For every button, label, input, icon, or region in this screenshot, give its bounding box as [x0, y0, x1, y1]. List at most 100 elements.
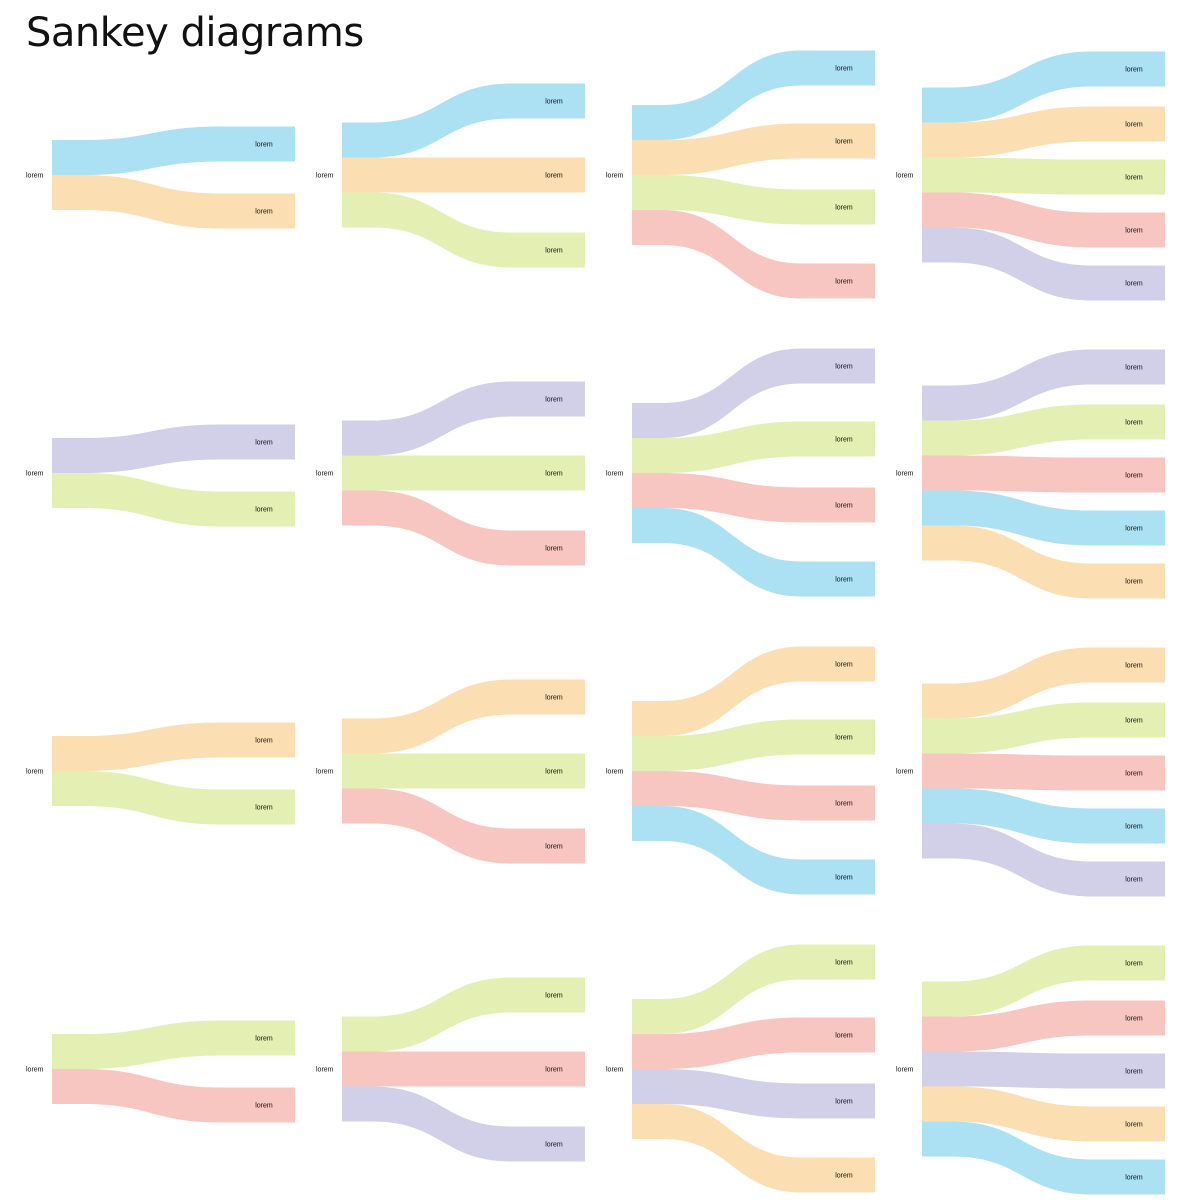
target-label: lorem — [545, 993, 563, 1000]
target-label: lorem — [255, 209, 273, 216]
sankey-flow-green — [922, 404, 1165, 456]
sankey-flow-green — [632, 175, 875, 225]
sankey-flow-red — [632, 210, 875, 299]
sankey-diagram: lorem lorem lorem — [26, 722, 295, 825]
sankey-flow-orange — [52, 175, 295, 229]
target-label: lorem — [835, 437, 853, 444]
source-label: lorem — [606, 1067, 624, 1074]
source-label: lorem — [26, 1067, 44, 1074]
sankey-flow-blue — [632, 806, 875, 895]
source-label: lorem — [316, 1067, 334, 1074]
target-label: lorem — [545, 471, 563, 478]
sankey-flow-green — [342, 977, 585, 1052]
page-title: Sankey diagrams — [26, 10, 364, 56]
target-label: lorem — [1125, 67, 1143, 74]
sankey-flow-blue — [632, 50, 875, 140]
source-label: lorem — [316, 471, 334, 478]
sankey-flow-green — [632, 944, 875, 1034]
source-label: lorem — [896, 173, 914, 180]
sankey-flow-red — [342, 788, 585, 864]
target-label: lorem — [545, 397, 563, 404]
sankey-flow-orange — [922, 106, 1165, 158]
sankey-flow-green — [632, 719, 875, 771]
sankey-flow-green — [342, 753, 585, 789]
target-label: lorem — [1125, 1175, 1143, 1182]
target-label: lorem — [1125, 961, 1143, 968]
source-label: lorem — [26, 471, 44, 478]
sankey-flow-orange — [342, 679, 585, 754]
sankey-flow-green — [52, 1020, 295, 1069]
sankey-diagram: lorem lorem lorem — [26, 126, 295, 229]
target-label: lorem — [545, 99, 563, 106]
sankey-flow-blue — [632, 508, 875, 597]
target-label: lorem — [835, 139, 853, 146]
target-label: lorem — [545, 173, 563, 180]
sankey-flow-blue — [922, 788, 1165, 844]
sankey-flow-purple — [632, 348, 875, 438]
sankey-flow-green — [342, 455, 585, 491]
target-label: lorem — [545, 844, 563, 851]
sankey-diagram: lorem lorem lorem lorem lorem — [606, 944, 875, 1193]
sankey-flow-orange — [632, 1104, 875, 1193]
sankey-diagram: lorem lorem lorem lorem — [316, 381, 585, 566]
target-label: lorem — [835, 66, 853, 73]
target-label: lorem — [1125, 579, 1143, 586]
sankey-flow-green — [922, 945, 1165, 1017]
target-label: lorem — [545, 546, 563, 553]
sankey-flow-purple — [922, 349, 1165, 421]
sankey-flow-red — [632, 473, 875, 523]
target-label: lorem — [835, 1099, 853, 1106]
sankey-diagram: lorem lorem lorem lorem lorem lorem — [896, 51, 1165, 301]
sankey-flow-green — [52, 473, 295, 527]
target-label: lorem — [835, 960, 853, 967]
target-label: lorem — [1125, 877, 1143, 884]
sankey-flow-purple — [342, 1086, 585, 1162]
sankey-diagram: lorem lorem lorem lorem lorem — [606, 646, 875, 895]
sankey-flow-red — [922, 753, 1165, 791]
source-label: lorem — [26, 769, 44, 776]
target-label: lorem — [1125, 122, 1143, 129]
sankey-flow-orange — [922, 647, 1165, 719]
target-label: lorem — [1125, 1016, 1143, 1023]
source-label: lorem — [606, 471, 624, 478]
sankey-diagram: lorem lorem lorem lorem — [316, 679, 585, 864]
target-label: lorem — [835, 875, 853, 882]
target-label: lorem — [1125, 663, 1143, 670]
sankey-flow-red — [922, 192, 1165, 248]
sankey-diagram: lorem lorem lorem — [26, 1020, 295, 1123]
source-label: lorem — [606, 769, 624, 776]
target-label: lorem — [1125, 824, 1143, 831]
target-label: lorem — [545, 1142, 563, 1149]
sankey-flow-purple — [632, 1069, 875, 1119]
target-label: lorem — [1125, 718, 1143, 725]
sankey-flow-blue — [922, 51, 1165, 123]
source-label: lorem — [896, 471, 914, 478]
target-label: lorem — [835, 662, 853, 669]
target-label: lorem — [835, 503, 853, 510]
sankey-flow-blue — [922, 1121, 1165, 1195]
target-label: lorem — [545, 1067, 563, 1074]
source-label: lorem — [896, 1067, 914, 1074]
target-label: lorem — [255, 440, 273, 447]
sankey-flow-purple — [922, 823, 1165, 897]
sankey-flow-red — [342, 1051, 585, 1087]
target-label: lorem — [1125, 1069, 1143, 1076]
source-label: lorem — [316, 769, 334, 776]
sankey-flow-purple — [922, 227, 1165, 301]
sankey-diagram: lorem lorem lorem — [26, 424, 295, 527]
sankey-flow-purple — [52, 424, 295, 473]
sankey-diagram: lorem lorem lorem lorem lorem lorem — [896, 349, 1165, 599]
target-label: lorem — [835, 1033, 853, 1040]
target-label: lorem — [1125, 281, 1143, 288]
sankey-flow-orange — [922, 1086, 1165, 1142]
sankey-diagram: lorem lorem lorem lorem — [316, 83, 585, 268]
sankey-diagram: lorem lorem lorem lorem lorem lorem — [896, 647, 1165, 897]
source-label: lorem — [26, 173, 44, 180]
target-label: lorem — [545, 769, 563, 776]
sankey-flow-blue — [342, 83, 585, 158]
sankey-flow-orange — [632, 123, 875, 175]
sankey-diagram: lorem lorem lorem lorem — [316, 977, 585, 1162]
target-label: lorem — [255, 738, 273, 745]
target-label: lorem — [835, 577, 853, 584]
